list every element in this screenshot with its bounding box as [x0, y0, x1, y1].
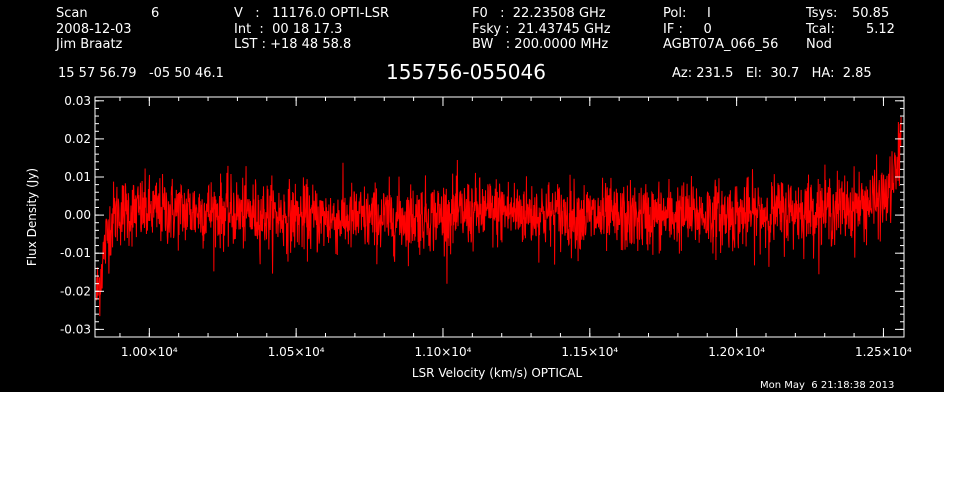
plot-window: Scan 6 2008-12-03 Jim Braatz V : 11176.0… — [0, 0, 944, 392]
y-tick-label: 0.00 — [64, 208, 91, 222]
x-axis-label: LSR Velocity (km/s) OPTICAL — [412, 366, 583, 380]
sky-frequency-line: Fsky : 21.43745 GHz — [472, 22, 611, 37]
x-tick-label: 1.20×10⁴ — [708, 345, 765, 359]
tick-layer: 0.03 0.02 0.01 0.00 -0.01 -0.02 -0.03 1.00×10⁴ 1… — [60, 94, 912, 359]
lst-line: LST : +18 48 58.8 — [234, 37, 352, 52]
x-tick-label: 1.00×10⁴ — [121, 345, 178, 359]
x-tick-label: 1.10×10⁴ — [415, 345, 472, 359]
source-name: 155756-055046 — [386, 60, 546, 84]
plot-frame — [94, 96, 905, 338]
spectrum-trace — [95, 116, 902, 317]
observation-date: 2008-12-03 — [56, 22, 132, 37]
y-axis-label: Flux Density (Jy) — [25, 168, 39, 266]
source-coordinates: 15 57 56.79 -05 50 46.1 — [58, 66, 224, 81]
if-line: IF : 0 — [663, 22, 712, 37]
polarization-line: Pol: I — [663, 6, 711, 21]
scan-value: 6 — [151, 6, 160, 21]
tsys-label: Tsys: — [806, 6, 838, 21]
y-tick-label: 0.03 — [64, 94, 91, 108]
integration-line: Int : 00 18 17.3 — [234, 22, 343, 37]
velocity-line: V : 11176.0 OPTI-LSR — [234, 6, 390, 21]
rest-frequency-line: F0 : 22.23508 GHz — [472, 6, 606, 21]
y-tick-label: 0.02 — [64, 132, 91, 146]
tsys-value: 50.85 — [852, 6, 890, 21]
project-id: AGBT07A_066_56 — [663, 37, 779, 52]
observing-mode: Nod — [806, 37, 832, 52]
observer-name: Jim Braatz — [56, 37, 123, 52]
timestamp: Mon May 6 21:18:38 2013 — [760, 380, 895, 391]
x-tick-label: 1.25×10⁴ — [855, 345, 912, 359]
spectrum-chart: 0.03 0.02 0.01 0.00 -0.01 -0.02 -0.03 1.00×10⁴ 1… — [25, 94, 912, 380]
y-tick-label: 0.01 — [64, 170, 91, 184]
x-tick-label: 1.15×10⁴ — [561, 345, 618, 359]
x-tick-label: 1.05×10⁴ — [268, 345, 325, 359]
y-tick-label: -0.01 — [60, 246, 91, 260]
tcal-value: 5.12 — [866, 22, 895, 37]
scan-label: Scan — [56, 6, 88, 21]
trace-layer — [95, 116, 902, 317]
y-tick-label: -0.02 — [60, 284, 91, 298]
bandwidth-line: BW : 200.0000 MHz — [472, 37, 609, 52]
tcal-label: Tcal: — [806, 22, 835, 37]
az-el-ha: Az: 231.5 El: 30.7 HA: 2.85 — [672, 66, 872, 81]
y-tick-label: -0.03 — [60, 322, 91, 336]
